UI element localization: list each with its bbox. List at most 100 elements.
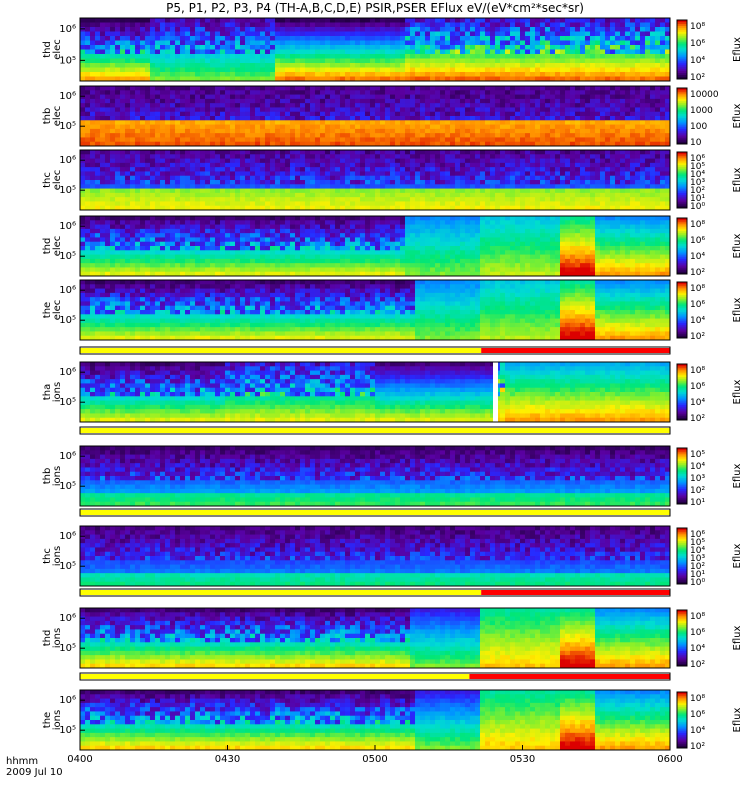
heatmap-cell (150, 128, 156, 134)
heatmap-cell (205, 167, 211, 172)
heatmap-cell (305, 111, 311, 117)
heatmap-cell (530, 124, 536, 130)
heatmap-cell (475, 58, 481, 64)
heatmap-cell (510, 63, 516, 68)
heatmap-cell (445, 137, 451, 143)
heatmap-cell (190, 171, 196, 177)
heatmap-cell (120, 27, 126, 32)
heatmap-cell (575, 180, 581, 185)
heatmap-cell (110, 45, 116, 50)
heatmap-cell (180, 63, 186, 68)
heatmap-cell (225, 133, 231, 138)
heatmap-cell (195, 103, 201, 108)
heatmap-cell (660, 124, 666, 130)
heatmap-cell (525, 205, 531, 211)
heatmap-cell (480, 201, 486, 207)
heatmap-cell (150, 45, 156, 50)
heatmap-cell (110, 120, 116, 125)
heatmap-cell (640, 116, 646, 121)
heatmap-cell (90, 162, 96, 168)
heatmap-cell (195, 184, 201, 189)
heatmap-cell (130, 103, 136, 108)
heatmap-cell (255, 49, 261, 55)
heatmap-cell (180, 103, 186, 108)
heatmap-cell (100, 94, 106, 100)
heatmap-cell (120, 201, 126, 207)
heatmap-cell (285, 128, 291, 134)
heatmap-cell (510, 158, 516, 164)
heatmap-cell (395, 192, 401, 198)
heatmap-cell (610, 111, 616, 117)
heatmap-cell (395, 154, 401, 159)
heatmap-cell (315, 137, 321, 143)
heatmap-cell (185, 49, 191, 55)
heatmap-cell (220, 162, 226, 168)
heatmap-cell (320, 107, 326, 113)
heatmap-cell (310, 18, 316, 23)
heatmap-cell (530, 72, 536, 77)
heatmap-cell (550, 201, 556, 207)
heatmap-cell (180, 76, 186, 82)
heatmap-cell (475, 184, 481, 189)
heatmap-cell (395, 22, 401, 28)
heatmap-cell (625, 197, 631, 202)
heatmap-cell (485, 124, 491, 130)
heatmap-cell (470, 90, 476, 95)
heatmap-cell (395, 98, 401, 104)
heatmap-cell (105, 205, 111, 211)
heatmap-cell (105, 63, 111, 68)
heatmap-cell (195, 72, 201, 77)
heatmap-cell (155, 49, 161, 55)
heatmap-cell (120, 22, 126, 28)
heatmap-cell (460, 137, 466, 143)
heatmap-cell (215, 94, 221, 100)
heatmap-cell (240, 103, 246, 108)
heatmap-cell (460, 133, 466, 138)
heatmap-cell (450, 124, 456, 130)
heatmap-cell (430, 128, 436, 134)
heatmap-cell (390, 90, 396, 95)
heatmap-cell (365, 188, 371, 194)
heatmap-cell (545, 120, 551, 125)
heatmap-cell (565, 124, 571, 130)
heatmap-cell (210, 201, 216, 207)
heatmap-cell (435, 76, 441, 82)
heatmap-cell (150, 67, 156, 73)
heatmap-cell (595, 141, 601, 147)
heatmap-cell (155, 137, 161, 143)
heatmap-cell (520, 133, 526, 138)
heatmap-cell (250, 180, 256, 185)
heatmap-cell (645, 67, 651, 73)
heatmap-cell (240, 197, 246, 202)
heatmap-cell (220, 128, 226, 134)
heatmap-cell (620, 188, 626, 194)
colorbar-swatch (677, 93, 687, 96)
heatmap-cell (210, 94, 216, 100)
heatmap-cell (335, 120, 341, 125)
heatmap-cell (330, 158, 336, 164)
heatmap-cell (315, 197, 321, 202)
heatmap-cell (650, 120, 656, 125)
heatmap-cell (195, 201, 201, 207)
heatmap-cell (635, 27, 641, 32)
heatmap-cell (140, 98, 146, 104)
heatmap-cell (520, 86, 526, 91)
heatmap-cell (90, 76, 96, 82)
heatmap-cell (345, 184, 351, 189)
heatmap-cell (575, 40, 581, 46)
heatmap-cell (650, 137, 656, 143)
heatmap-cell (575, 90, 581, 95)
heatmap-cell (490, 180, 496, 185)
heatmap-cell (480, 184, 486, 189)
heatmap-cell (485, 36, 491, 41)
heatmap-cell (605, 98, 611, 104)
heatmap-cell (440, 128, 446, 134)
heatmap-cell (300, 158, 306, 164)
heatmap-cell (240, 67, 246, 73)
heatmap-cell (290, 158, 296, 164)
heatmap-cell (160, 120, 166, 125)
heatmap-cell (265, 54, 271, 59)
heatmap-cell (315, 192, 321, 198)
heatmap-cell (570, 31, 576, 37)
heatmap-cell (445, 175, 451, 181)
